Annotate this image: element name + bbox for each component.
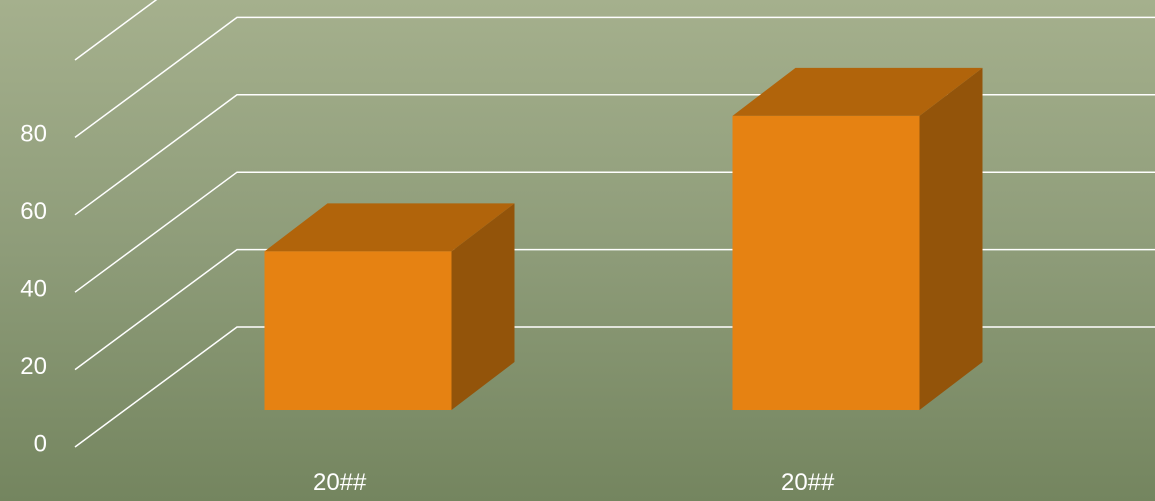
gridline [74,0,158,61]
bar-side-face [919,67,983,410]
bar [264,203,515,410]
gridline [74,94,1155,216]
x-tick-label: 20## [313,469,367,496]
x-axis-ticks: 20## 20## [313,469,835,496]
bar-front-face [732,115,920,410]
gridline [74,248,1155,371]
x-tick-label: 20## [781,469,835,496]
y-tick-label: 0 [34,430,47,457]
bar-top-face [264,203,515,252]
chart-gridlines [74,0,1155,448]
y-tick-label: 60 [20,198,47,225]
bar-side-face [451,203,515,410]
bar [732,67,983,410]
y-axis-ticks: 0 20 40 60 80 [20,121,47,458]
gridline [74,171,1155,293]
bar-top-face [732,67,983,116]
gridline [74,326,1155,448]
bar-front-face [264,251,452,410]
y-tick-label: 80 [20,121,47,148]
gridline [74,16,1155,139]
y-tick-label: 20 [20,353,47,380]
y-tick-label: 40 [20,276,47,303]
chart-bars [264,67,983,410]
